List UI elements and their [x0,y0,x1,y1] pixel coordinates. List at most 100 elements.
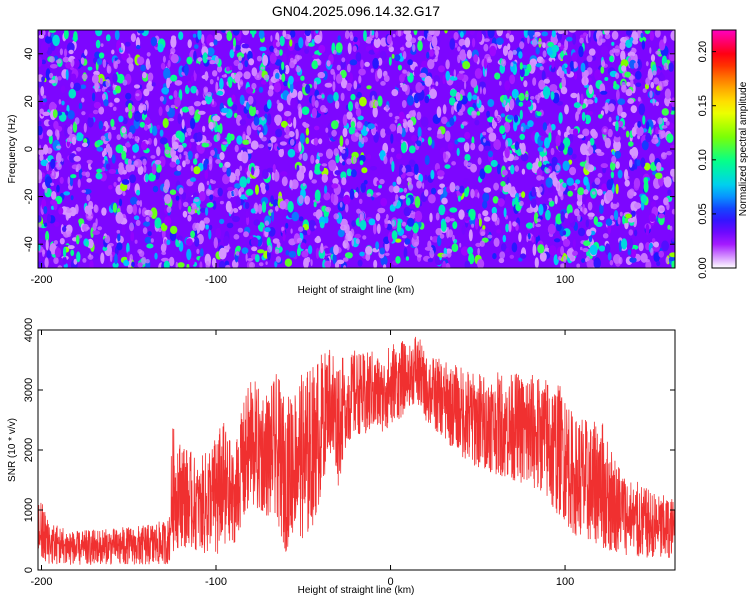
heatmap-cell [629,188,635,196]
heatmap-cell [615,120,619,132]
heatmap-cell [658,250,665,258]
heatmap-cell [233,234,240,240]
heatmap-cell [53,257,59,265]
heatmap-cell [203,217,210,224]
heatmap-cell [469,30,476,36]
heatmap-cell [218,162,223,168]
heatmap-cell [532,221,535,228]
heatmap-cell [91,74,99,84]
heatmap-cell [538,186,543,193]
heatmap-cell [226,222,234,229]
heatmap-cell [617,98,626,105]
heatmap-x-ticks: -200 -100 0 100 [30,30,574,286]
heatmap-cell [366,193,372,198]
heatmap-cell [444,211,449,216]
heatmap-cell [530,198,537,209]
heatmap-cell [304,30,311,37]
heatmap-cell [350,228,355,237]
heatmap-cell [512,221,517,227]
heatmap-cell [314,189,321,202]
heatmap-cell [535,46,540,55]
heatmap-cell [71,136,77,145]
heatmap-cell [190,203,197,207]
heatmap-cell [68,88,77,99]
heatmap-cell [366,85,372,90]
heatmap-cell [187,214,192,222]
heatmap-cell [129,138,136,146]
heatmap-cell [464,154,471,162]
heatmap-cell [482,200,488,209]
heatmap-cell [87,254,94,260]
heatmap-cell [323,247,332,254]
heatmap-cell [414,196,421,208]
heatmap-cell [473,54,479,63]
heatmap-cell [48,120,52,126]
heatmap-cell [507,182,512,194]
heatmap-cell [505,33,510,39]
heatmap-cell [533,225,540,237]
heatmap-cell [360,59,364,69]
heatmap-cell [207,47,215,57]
heatmap-cell [558,255,562,261]
heatmap-cell [340,92,345,102]
heatmap-cell [430,236,433,241]
heatmap-cell [576,92,580,105]
heatmap-cell [41,76,45,82]
heatmap-cell [461,121,468,126]
heatmap-cell [209,79,214,85]
heatmap-cell [181,106,190,113]
heatmap-cell [434,30,440,37]
heatmap-cell [314,100,319,108]
heatmap-cell [38,215,42,223]
heatmap-cell [603,135,607,142]
heatmap-cell [99,77,103,85]
heatmap-cell [508,220,512,233]
heatmap-cell [547,223,556,235]
heatmap-cell [543,78,550,84]
y-tick-label: 2000 [23,438,35,462]
heatmap-cell [274,59,283,66]
heatmap-cell [640,194,647,204]
heatmap-cell [246,125,252,136]
heatmap-cell [557,42,562,48]
heatmap-cell [184,132,188,138]
heatmap-cell [574,208,580,217]
heatmap-cell [147,231,152,237]
heatmap-cell [54,129,60,137]
heatmap-cell [98,120,104,130]
heatmap-cell [121,150,127,160]
heatmap-cell [145,216,150,222]
heatmap-cell [242,133,246,140]
heatmap-cell [38,125,43,136]
heatmap-cell [628,229,634,236]
heatmap-cell [70,73,77,82]
heatmap-cell [93,70,100,76]
heatmap-cell [484,69,487,77]
heatmap-cell [340,70,347,79]
heatmap-cell [491,206,497,215]
heatmap-cell [93,204,99,214]
heatmap-cell [617,111,620,116]
heatmap-cell [548,197,553,202]
heatmap-cell [213,237,218,249]
heatmap-cell [560,210,565,223]
heatmap-cell [95,30,103,37]
heatmap-cell [303,123,310,128]
heatmap-cell [633,229,638,237]
heatmap-cell [231,94,236,103]
heatmap-cell [400,139,404,144]
heatmap-cell [244,202,250,209]
heatmap-cell [324,216,329,224]
heatmap-cell [405,32,413,42]
heatmap-cell [288,131,295,138]
heatmap-cell [39,108,44,114]
heatmap-cell [459,49,467,61]
heatmap-cell [67,245,75,250]
heatmap-cell [604,243,611,256]
heatmap-cell [468,229,473,242]
heatmap-cell [70,249,75,256]
heatmap-cell [633,155,636,160]
heatmap-cell [427,127,432,131]
heatmap-cell [668,62,674,72]
heatmap-cell [457,195,462,202]
